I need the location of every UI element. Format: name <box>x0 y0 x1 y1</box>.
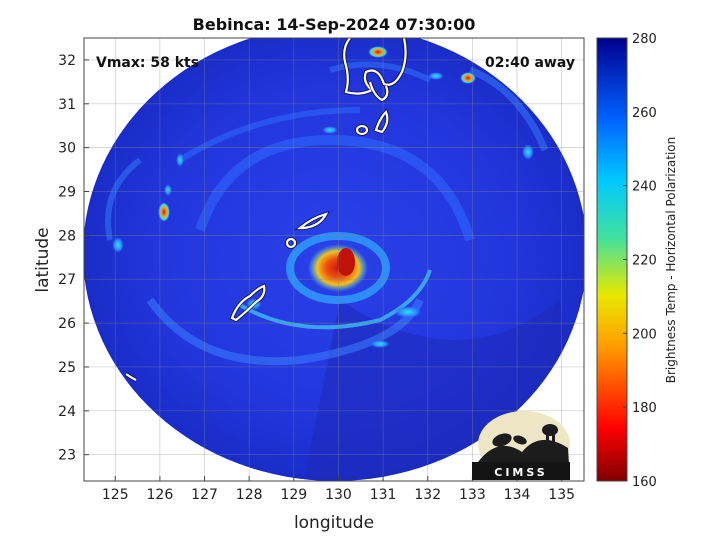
x-tick-label: 126 <box>147 487 174 503</box>
y-tick-label: 32 <box>58 53 76 69</box>
cimss-logo: CIMSS <box>472 411 570 480</box>
x-tick-label: 135 <box>548 487 575 503</box>
x-tick-label: 131 <box>370 487 397 503</box>
x-tick-label: 134 <box>504 487 531 503</box>
y-tick-label: 26 <box>58 316 76 332</box>
colorbar-tick-label: 240 <box>632 180 657 195</box>
logo-text: CIMSS <box>494 466 547 479</box>
y-tick-label: 23 <box>58 448 76 464</box>
colorbar-tick-label: 280 <box>632 32 657 47</box>
figure-title: Bebinca: 14-Sep-2024 07:30:00 <box>193 15 476 34</box>
colorbar-gradient <box>596 37 628 482</box>
y-tick-label: 31 <box>58 97 76 113</box>
plot-frame <box>83 37 585 482</box>
colorbar: 160 180 200 220 240 260 280 Brightness Temp - … <box>596 32 678 490</box>
y-axis-ticks: 23 24 25 26 27 28 29 30 31 32 <box>58 53 89 464</box>
x-axis-ticks: 125 126 127 128 129 130 131 132 133 134 135 <box>102 476 575 503</box>
y-axis-label: latitude <box>33 227 53 292</box>
x-tick-label: 130 <box>325 487 352 503</box>
y-tick-label: 27 <box>58 272 76 288</box>
colorbar-tick-label: 200 <box>632 327 657 342</box>
x-tick-label: 125 <box>102 487 129 503</box>
colorbar-tick-label: 260 <box>632 106 657 121</box>
colorbar-tick-label: 220 <box>632 254 657 269</box>
coastlines <box>124 38 408 382</box>
vmax-label: Vmax: 58 kts <box>96 55 199 71</box>
x-tick-label: 128 <box>236 487 263 503</box>
y-tick-label: 24 <box>58 404 76 420</box>
colorbar-tick-label: 180 <box>632 401 657 416</box>
y-tick-label: 25 <box>58 360 76 376</box>
grid-lines <box>84 38 584 481</box>
y-tick-label: 28 <box>58 228 76 244</box>
colorbar-ticks: 160 180 200 220 240 260 280 <box>623 32 657 490</box>
colorbar-tick-label: 160 <box>632 475 657 490</box>
x-axis-label: longitude <box>294 513 374 533</box>
colorbar-label: Brightness Temp - Horizontal Polarizatio… <box>664 137 678 384</box>
x-tick-label: 127 <box>191 487 218 503</box>
time-away-label: 02:40 away <box>485 55 575 71</box>
x-tick-label: 133 <box>459 487 486 503</box>
x-tick-label: 132 <box>414 487 441 503</box>
y-tick-label: 30 <box>58 141 76 157</box>
x-tick-label: 129 <box>280 487 307 503</box>
y-tick-label: 29 <box>58 185 76 201</box>
